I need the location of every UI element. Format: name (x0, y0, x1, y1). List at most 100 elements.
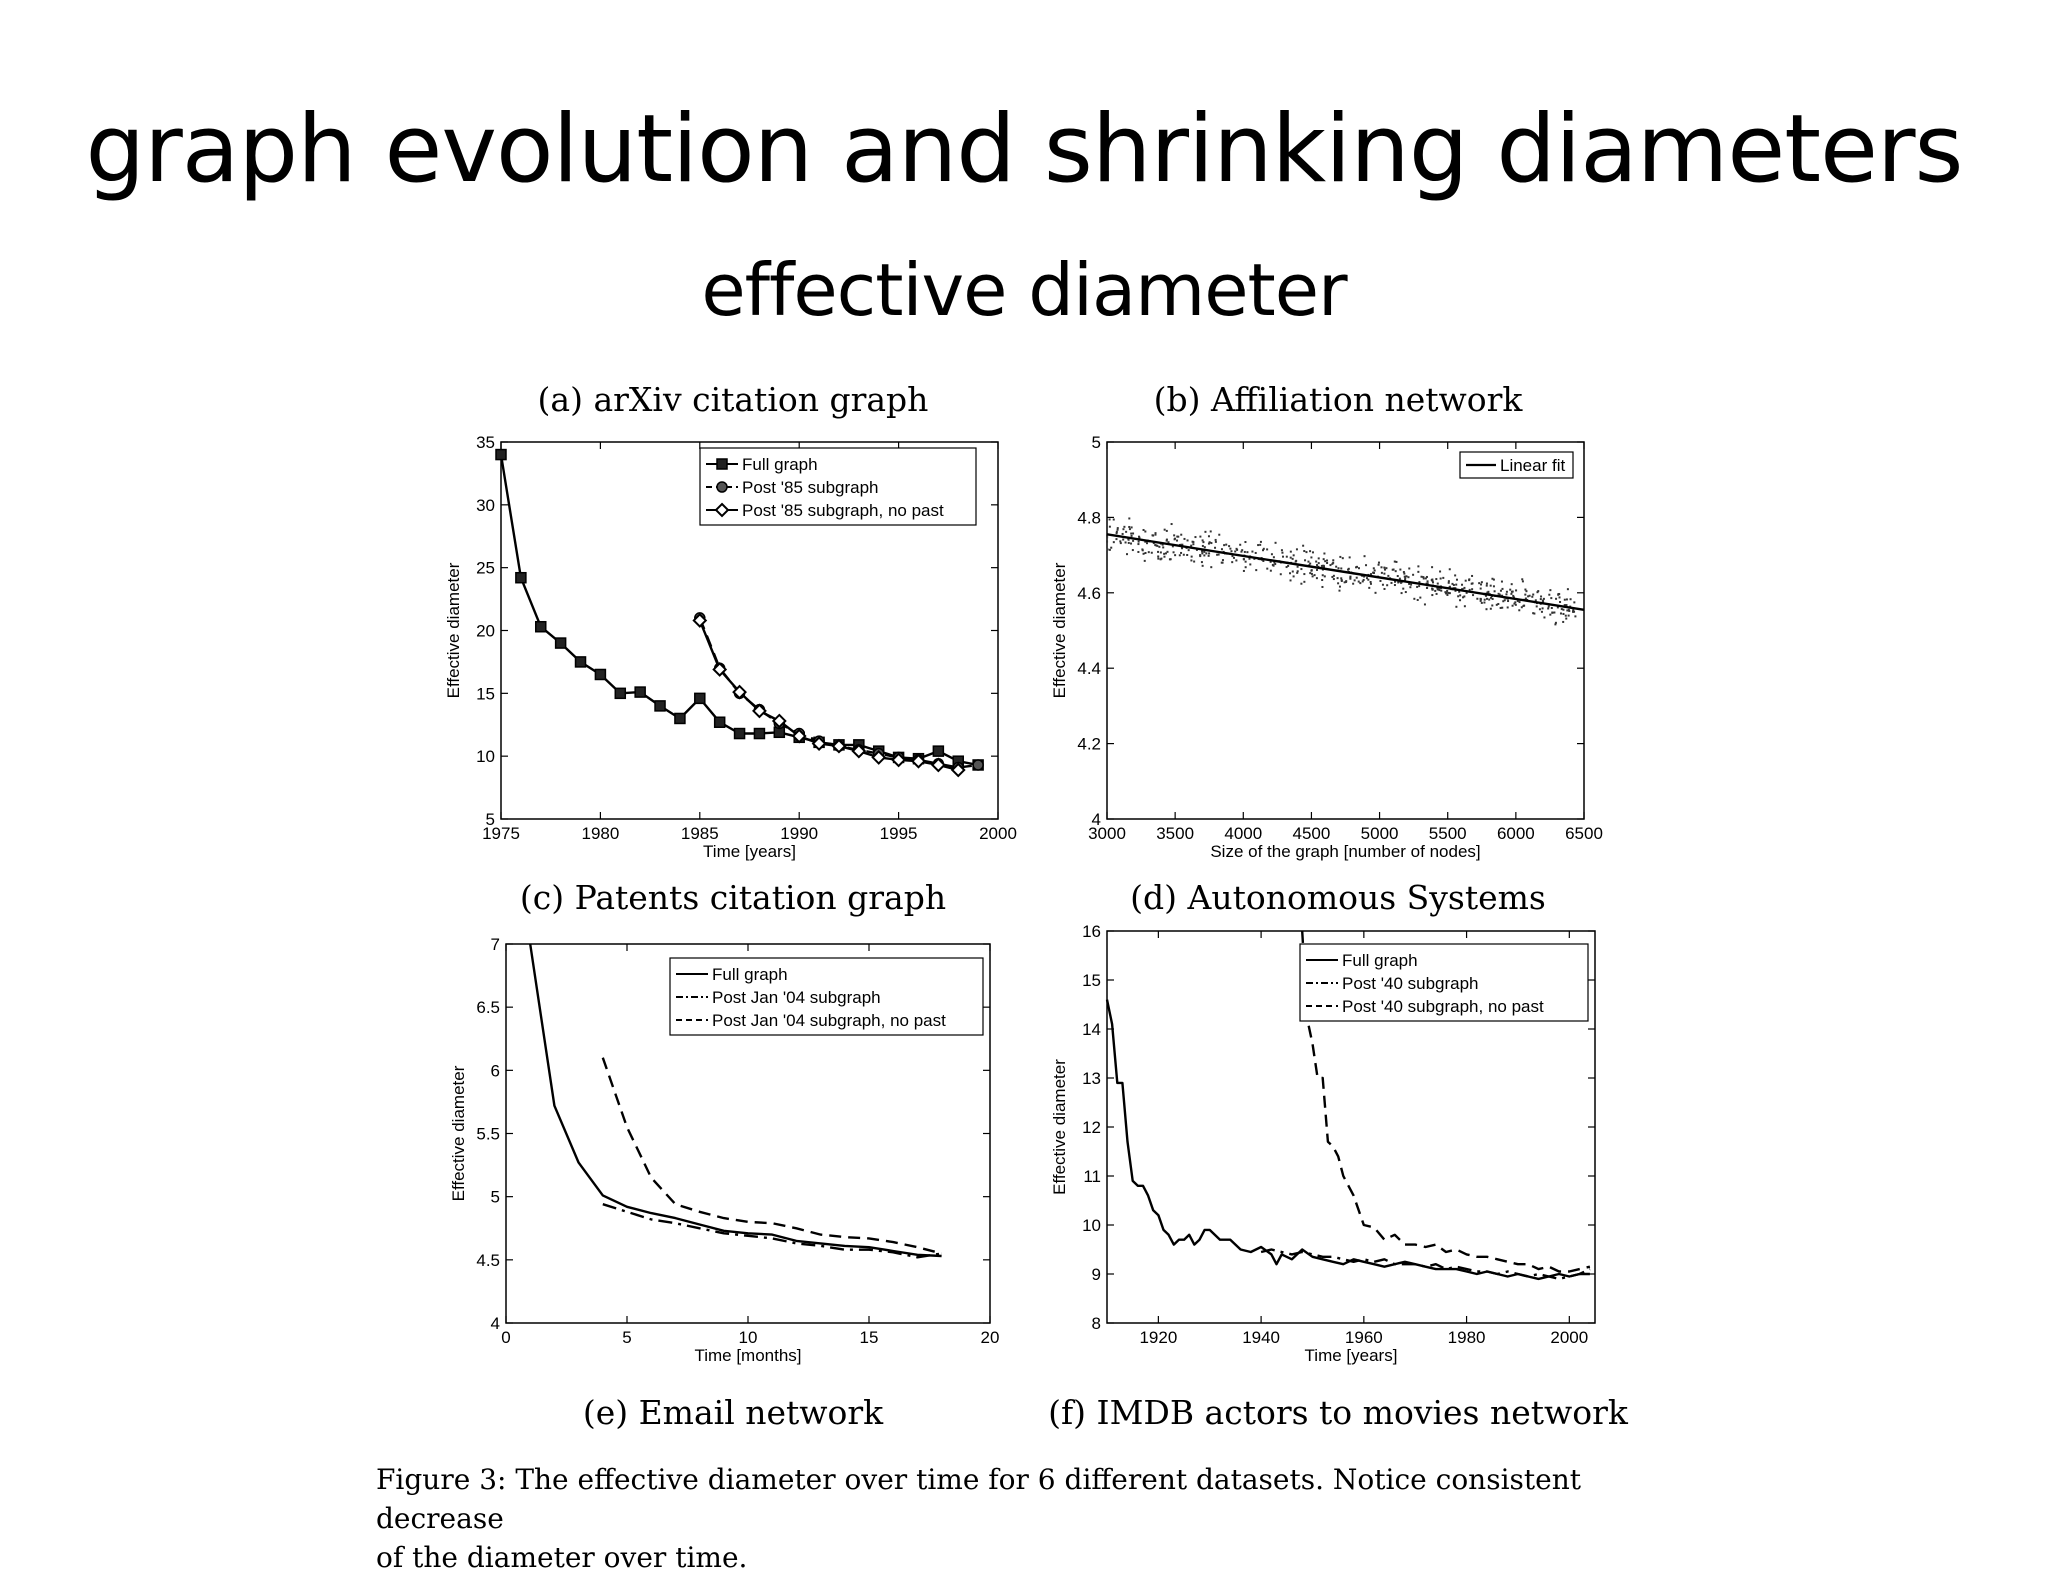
y-tick-label: 10 (1082, 1216, 1101, 1235)
scatter-point (1567, 614, 1570, 617)
scatter-point (1451, 582, 1454, 585)
scatter-point (1347, 568, 1350, 571)
scatter-point (1229, 547, 1232, 550)
scatter-point (1242, 569, 1245, 572)
y-tick-label: 4 (1092, 810, 1101, 829)
scatter-point (1524, 597, 1527, 600)
scatter-point (1295, 548, 1298, 551)
scatter-point (1490, 596, 1493, 599)
scatter-point (1123, 525, 1126, 528)
scatter-point (1404, 577, 1407, 580)
scatter-point (1303, 550, 1306, 553)
scatter-point (1154, 544, 1157, 547)
scatter-point (1448, 568, 1451, 571)
scatter-point (1180, 533, 1183, 536)
series-line (529, 943, 942, 1258)
scatter-point (1210, 566, 1213, 569)
chart-d-caption: (d) Autonomous Systems (1130, 878, 1546, 917)
scatter-point (1499, 589, 1502, 592)
series-0 (529, 943, 942, 1258)
scatter-point (1338, 589, 1341, 592)
scatter-point (1142, 528, 1145, 531)
scatter-point (1152, 542, 1155, 545)
scatter-point (1228, 545, 1231, 548)
legend-entry: Post '40 subgraph, no past (1342, 997, 1544, 1016)
scatter-point (1442, 576, 1445, 579)
scatter-point (1316, 564, 1319, 567)
y-tick-label: 11 (1083, 1167, 1101, 1186)
scatter-point (1125, 530, 1128, 533)
scatter-point (1311, 551, 1314, 554)
y-tick-label: 6.5 (476, 998, 500, 1017)
scatter-point (1399, 568, 1402, 571)
x-tick-label: 3500 (1156, 824, 1194, 843)
x-tick-label: 1990 (780, 824, 818, 843)
scatter-point (1560, 608, 1563, 611)
scatter-point (1403, 575, 1406, 578)
scatter-point (1178, 554, 1181, 557)
legend-box (1299, 943, 1589, 1022)
scatter-point (1239, 543, 1242, 546)
scatter-point (1338, 585, 1341, 588)
scatter-point (1420, 575, 1423, 578)
scatter-point (1532, 612, 1535, 615)
x-tick-label: 2000 (1550, 1328, 1588, 1347)
scatter-point (1516, 600, 1519, 603)
scatter-point (1203, 554, 1206, 557)
chart-f-caption: (f) IMDB actors to movies network (1048, 1393, 1628, 1432)
scatter-point (1173, 534, 1176, 537)
data-point (911, 753, 926, 769)
legend: Full graph Post '85 subgraph Post '85 subg… (699, 447, 977, 526)
scatter-point (1234, 550, 1237, 553)
scatter-point (1377, 563, 1380, 566)
y-tick-label: 30 (476, 496, 495, 515)
scatter-point (1137, 550, 1140, 553)
scatter-point (1539, 598, 1542, 601)
scatter-point (1190, 559, 1193, 562)
scatter-point (1207, 535, 1210, 538)
scatter-point (1210, 542, 1213, 545)
scatter-point (1322, 558, 1325, 561)
scatter-point (1279, 573, 1282, 576)
scatter-point (1190, 555, 1193, 558)
scatter-point (1540, 610, 1543, 613)
y-tick-label: 25 (476, 559, 495, 578)
scatter-point (1289, 556, 1292, 559)
scatter-point (1464, 579, 1467, 582)
scatter-point (1163, 555, 1166, 558)
scatter-point (1296, 570, 1299, 573)
scatter-point (1361, 580, 1364, 583)
scatter-point (1513, 602, 1516, 605)
scatter-point (1317, 557, 1320, 560)
scatter-point (1472, 594, 1475, 597)
scatter-point (1418, 581, 1421, 584)
data-point (752, 703, 767, 719)
x-tick-label: 5 (622, 1328, 631, 1347)
scatter-point (1446, 593, 1449, 596)
scatter-point (1106, 548, 1109, 551)
y-axis-label: Effective diameter (1050, 562, 1069, 698)
scatter-point (1573, 601, 1576, 604)
scatter-point (1479, 599, 1482, 602)
scatter-point (1201, 539, 1204, 542)
y-tick-label: 8 (1092, 1314, 1101, 1333)
scatter-point (1562, 620, 1565, 623)
scatter-point (1310, 556, 1313, 559)
scatter-point (1395, 560, 1398, 563)
legend-entry: Full graph (712, 965, 788, 984)
scatter-point (1407, 576, 1410, 579)
scatter-point (1156, 544, 1159, 547)
scatter-point (1331, 575, 1334, 578)
scatter-point (1404, 578, 1407, 581)
scatter-point (1497, 592, 1500, 595)
scatter-point (1167, 541, 1170, 544)
scatter-point (1163, 528, 1166, 531)
scatter-point (1410, 583, 1413, 586)
scatter-point (1186, 553, 1189, 556)
scatter-point (1363, 555, 1366, 558)
scatter-point (1492, 585, 1495, 588)
scatter-point (1187, 549, 1190, 552)
scatter-point (1336, 577, 1339, 580)
scatter-point (1302, 544, 1305, 547)
x-tick-label: 0 (501, 1328, 510, 1347)
